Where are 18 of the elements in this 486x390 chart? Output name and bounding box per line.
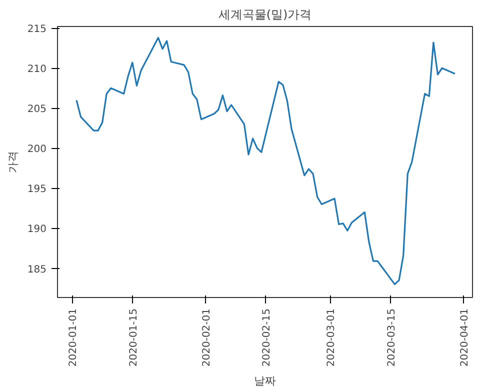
x-tick-label: 2020-03-15 <box>386 308 398 367</box>
y-tick-label: 190 <box>27 224 47 236</box>
y-tick-label: 210 <box>27 64 47 76</box>
line-series <box>76 36 456 286</box>
y-axis-title: 가격 <box>6 151 20 173</box>
x-tick-label: 2020-01-01 <box>68 308 80 367</box>
x-tick-label: 2020-02-15 <box>262 308 273 367</box>
x-axis-title: 날짜 <box>254 374 276 388</box>
y-tick-label: 185 <box>27 264 47 276</box>
y-tick-label: 200 <box>27 144 47 156</box>
x-tick-label: 2020-04-01 <box>460 308 471 367</box>
y-tick-label: 205 <box>27 104 47 116</box>
x-tick-label: 2020-01-15 <box>128 308 140 367</box>
chart-title: 세계곡물(밀)가격 <box>218 8 312 22</box>
y-tick-label: 195 <box>27 184 47 196</box>
x-tick-label: 2020-03-01 <box>326 308 338 367</box>
y-tick-label: 215 <box>27 24 47 36</box>
x-tick-label: 2020-02-01 <box>202 308 213 367</box>
